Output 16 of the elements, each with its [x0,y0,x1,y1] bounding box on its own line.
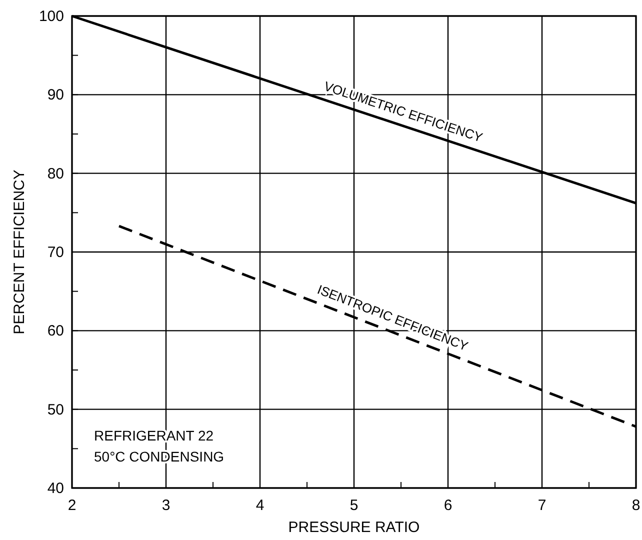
y-tick-label: 80 [47,165,64,182]
x-tick-label: 2 [68,497,76,514]
y-axis-title: PERCENT EFFICIENCY [11,170,28,334]
x-tick-label: 8 [632,497,640,514]
x-tick-label: 5 [350,497,358,514]
y-tick-label: 60 [47,322,64,340]
y-tick-label: 50 [47,401,64,418]
y-tick-label: 40 [47,480,64,497]
x-tick-label: 4 [256,497,264,514]
y-tick-label: 70 [47,244,64,261]
y-tick-label: 90 [47,86,64,104]
x-axis-title: PRESSURE RATIO [288,519,420,536]
x-tick-label: 3 [162,497,170,514]
y-tick-label: 100 [38,8,64,25]
x-tick-label: 6 [444,497,452,514]
x-tick-label: 7 [538,497,546,514]
